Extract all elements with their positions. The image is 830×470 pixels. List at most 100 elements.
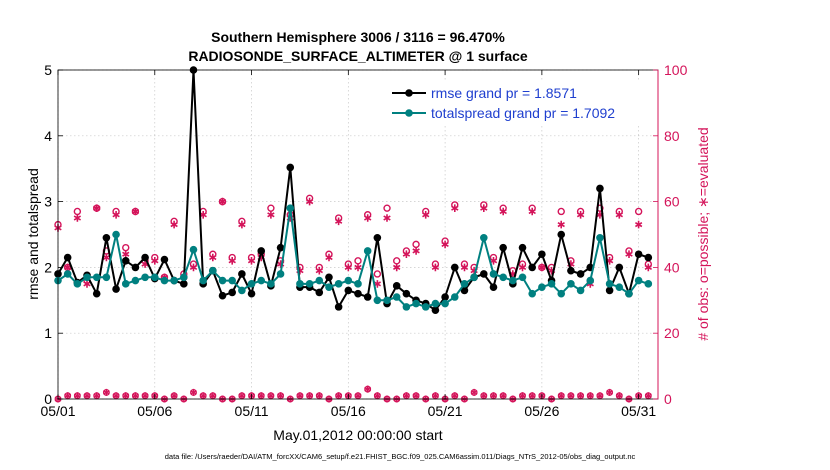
totalspread-point xyxy=(257,276,266,285)
legend: rmse grand pr = 1.8571 totalspread grand… xyxy=(388,80,650,126)
rmse-point xyxy=(131,263,140,272)
obs-zero-evaluated-marker xyxy=(606,388,613,396)
obs-possible-marker xyxy=(441,237,449,245)
rmse-point xyxy=(576,270,585,278)
obs-possible-marker xyxy=(422,207,430,216)
obs-possible-marker xyxy=(305,194,314,203)
totalspread-point xyxy=(538,283,546,291)
obs-zero-evaluated-marker xyxy=(296,392,304,400)
totalspread-point xyxy=(92,273,101,282)
obs-zero-evaluated-marker xyxy=(122,392,130,400)
obs-possible-marker xyxy=(634,207,643,216)
obs-possible-marker xyxy=(363,211,372,219)
x-axis-label: May.01,2012 00:00:00 start xyxy=(273,427,443,443)
legend-totalspread-marker xyxy=(405,109,413,117)
axes: 05/01 05/06 05/11 05/16 05/21 05/26 05/31 0 1 2 3 4… xyxy=(40,62,687,419)
totalspread-point xyxy=(392,293,401,301)
obs-zero-evaluated-marker xyxy=(238,392,246,400)
rmse-point xyxy=(489,283,498,291)
obs-zero-evaluated-marker xyxy=(257,392,265,400)
obs-possible-marker xyxy=(189,260,198,268)
obs-zero-evaluated-marker xyxy=(567,392,575,400)
rmse-point xyxy=(441,293,449,301)
totalspread-point xyxy=(528,289,536,298)
legend-rmse-label: rmse grand pr = 1.8571 xyxy=(431,85,577,101)
obs-evaluated-marker xyxy=(354,263,362,272)
obs-possible-marker xyxy=(412,240,420,249)
x-tick-label: 05/21 xyxy=(428,403,463,419)
rmse-point xyxy=(102,233,111,242)
obs-possible-marker xyxy=(393,257,401,265)
totalspread-point xyxy=(470,273,478,282)
rmse-point xyxy=(112,285,120,293)
obs-possible-marker xyxy=(480,201,488,209)
rmse-point xyxy=(218,291,227,300)
rmse-point xyxy=(538,250,546,259)
obs-zero-evaluated-marker xyxy=(132,392,139,400)
totalspread-point xyxy=(286,204,295,212)
rmse-point xyxy=(63,253,72,262)
rmse-point xyxy=(354,289,362,298)
obs-zero-evaluated-marker xyxy=(480,392,488,400)
obs-evaluated-marker xyxy=(73,214,82,222)
y-right-tick-label: 60 xyxy=(664,194,680,210)
obs-zero-evaluated-marker xyxy=(209,392,217,400)
totalspread-point xyxy=(412,299,420,308)
y-left-tick-label: 1 xyxy=(44,325,52,341)
totalspread-point xyxy=(509,276,517,285)
rmse-point xyxy=(276,243,285,252)
totalspread-point xyxy=(480,233,488,242)
totalspread-point xyxy=(576,286,585,295)
x-tick-label: 05/31 xyxy=(621,403,656,419)
obs-possible-marker xyxy=(122,243,130,252)
totalspread-point xyxy=(296,280,304,288)
obs-zero-evaluated-marker xyxy=(432,392,439,400)
obs-possible-marker xyxy=(112,207,120,216)
obs-possible-marker xyxy=(334,214,343,222)
obs-evaluated-marker xyxy=(634,220,643,229)
y-left-tick-label: 3 xyxy=(44,194,52,210)
obs-possible-marker xyxy=(151,253,159,262)
rmse-point xyxy=(180,280,188,288)
rmse-point xyxy=(518,243,527,252)
rmse-point xyxy=(363,293,372,301)
chart-title: Southern Hemisphere 3006 / 3116 = 96.470… xyxy=(211,29,505,45)
obs-zero-evaluated-marker xyxy=(373,392,381,400)
totalspread-point xyxy=(334,280,343,288)
totalspread-point xyxy=(354,280,362,288)
rmse-point xyxy=(325,273,333,282)
x-tick-label: 05/16 xyxy=(331,403,366,419)
rmse-point xyxy=(450,263,459,272)
x-tick-label: 05/26 xyxy=(524,403,559,419)
rmse-point xyxy=(286,163,295,172)
obs-possible-marker xyxy=(315,263,323,272)
rmse-point xyxy=(615,263,624,272)
rmse-point xyxy=(605,286,614,295)
obs-possible-marker xyxy=(615,207,623,216)
obs-possible-marker xyxy=(325,250,333,258)
totalspread-point xyxy=(557,289,566,298)
rmse-point xyxy=(315,288,324,297)
totalspread-point xyxy=(170,276,178,285)
obs-zero-evaluated-marker xyxy=(64,392,72,400)
totalspread-point xyxy=(567,280,575,288)
obs-zero-evaluated-marker xyxy=(586,392,594,400)
rmse-point xyxy=(644,253,653,262)
y-left-tick-label: 4 xyxy=(44,128,52,144)
obs-possible-marker xyxy=(228,253,236,262)
rmse-point xyxy=(92,289,101,298)
rmse-point xyxy=(373,233,382,242)
totalspread-point xyxy=(460,280,469,288)
rmse-point xyxy=(257,247,266,255)
obs-zero-evaluated-marker xyxy=(364,385,372,393)
obs-zero-evaluated-marker xyxy=(596,392,604,400)
totalspread-point xyxy=(131,276,140,285)
rmse-point xyxy=(228,288,236,297)
obs-zero-evaluated-marker xyxy=(73,392,81,400)
y-left-tick-label: 2 xyxy=(44,259,52,275)
totalspread-point xyxy=(102,273,111,282)
rmse-point xyxy=(141,253,149,262)
obs-zero-evaluated-marker xyxy=(644,392,652,400)
chart-subtitle: RADIOSONDE_SURFACE_ALTIMETER @ 1 surface xyxy=(188,48,528,64)
x-tick-label: 05/06 xyxy=(137,403,172,419)
